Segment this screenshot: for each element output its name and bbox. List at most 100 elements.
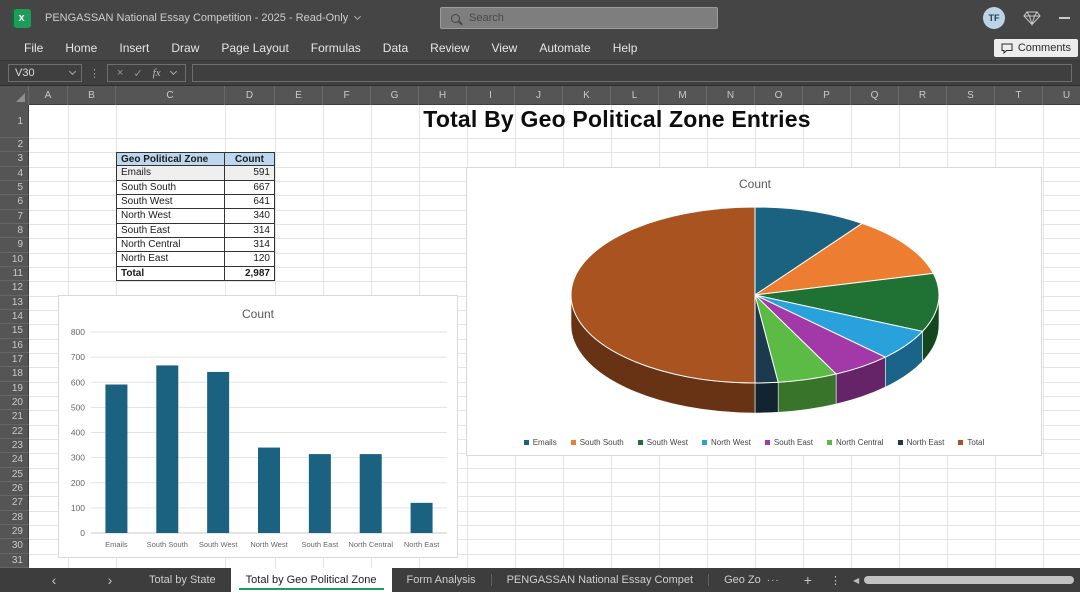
- menu-page-layout[interactable]: Page Layout: [210, 36, 299, 60]
- row-header-10[interactable]: 10: [0, 253, 29, 267]
- row-header-11[interactable]: 11: [0, 267, 29, 281]
- column-header-I[interactable]: I: [467, 86, 515, 105]
- select-all-corner[interactable]: [0, 86, 29, 105]
- table-row-label[interactable]: South East: [116, 224, 225, 238]
- menu-formulas[interactable]: Formulas: [300, 36, 372, 60]
- row-header-31[interactable]: 31: [0, 554, 29, 568]
- minimize-icon[interactable]: [1059, 17, 1070, 19]
- formula-bar-options-icon[interactable]: ⋮: [89, 67, 100, 80]
- row-header-13[interactable]: 13: [0, 296, 29, 310]
- table-row-value[interactable]: 120: [225, 252, 275, 266]
- table-row-value[interactable]: 340: [225, 209, 275, 223]
- chevron-down-icon[interactable]: [354, 13, 361, 20]
- sheet-tab-total-by-geo-political-zone[interactable]: Total by Geo Political Zone: [231, 568, 392, 592]
- scrollbar-left-arrow[interactable]: ◀: [850, 576, 862, 585]
- row-header-23[interactable]: 23: [0, 439, 29, 453]
- row-header-2[interactable]: 2: [0, 138, 29, 152]
- sheet-tab-form-analysis[interactable]: Form Analysis: [392, 568, 491, 592]
- row-header-15[interactable]: 15: [0, 324, 29, 338]
- enter-icon[interactable]: ✓: [133, 67, 142, 80]
- column-header-F[interactable]: F: [323, 86, 371, 105]
- column-header-G[interactable]: G: [371, 86, 419, 105]
- column-header-C[interactable]: C: [116, 86, 225, 105]
- column-header-E[interactable]: E: [275, 86, 323, 105]
- table-total-value[interactable]: 2,987: [225, 267, 275, 281]
- sheet-tab-geo-zo[interactable]: Geo Zo···: [709, 568, 795, 592]
- menu-data[interactable]: Data: [372, 36, 419, 60]
- row-header-7[interactable]: 7: [0, 210, 29, 224]
- comments-button[interactable]: Comments: [994, 39, 1078, 57]
- tab-overflow-icon[interactable]: ···: [767, 575, 780, 586]
- column-header-K[interactable]: K: [563, 86, 611, 105]
- column-header-B[interactable]: B: [68, 86, 116, 105]
- menu-help[interactable]: Help: [602, 36, 649, 60]
- menu-draw[interactable]: Draw: [160, 36, 210, 60]
- table-row-value[interactable]: 314: [225, 224, 275, 238]
- row-header-1[interactable]: 1: [0, 105, 29, 138]
- row-header-4[interactable]: 4: [0, 167, 29, 181]
- column-headers[interactable]: ABCDEFGHIJKLMNOPQRSTU: [0, 86, 1080, 105]
- sheet-tab-total-by-state[interactable]: Total by State: [134, 568, 231, 592]
- menu-home[interactable]: Home: [54, 36, 108, 60]
- column-header-N[interactable]: N: [707, 86, 755, 105]
- add-sheet-button[interactable]: +: [795, 572, 821, 588]
- table-row-label[interactable]: Emails: [116, 166, 225, 180]
- row-header-27[interactable]: 27: [0, 496, 29, 510]
- table-row-value[interactable]: 314: [225, 238, 275, 252]
- sheet-nav-prev[interactable]: ‹: [44, 572, 64, 588]
- pie-chart[interactable]: CountEmailsSouth SouthSouth WestNorth We…: [466, 167, 1042, 456]
- sheet-options-icon[interactable]: ⋮: [821, 574, 850, 587]
- row-header-12[interactable]: 12: [0, 281, 29, 295]
- worksheet[interactable]: ABCDEFGHIJKLMNOPQRSTU 123456789101112131…: [0, 86, 1080, 568]
- bar-chart[interactable]: Count0100200300400500600700800EmailsSout…: [58, 295, 458, 558]
- cancel-icon[interactable]: ×: [117, 67, 123, 79]
- search-input[interactable]: Search: [440, 7, 718, 29]
- table-row-value[interactable]: 591: [225, 166, 275, 180]
- column-header-A[interactable]: A: [29, 86, 68, 105]
- table-row-label[interactable]: North West: [116, 209, 225, 223]
- row-header-19[interactable]: 19: [0, 382, 29, 396]
- column-header-J[interactable]: J: [515, 86, 563, 105]
- row-header-6[interactable]: 6: [0, 195, 29, 209]
- gem-icon[interactable]: [1023, 10, 1041, 26]
- table-header-zone[interactable]: Geo Political Zone: [116, 152, 225, 166]
- sheet-tab-pengassan-national-essay-compet[interactable]: PENGASSAN National Essay Compet: [492, 568, 708, 592]
- column-header-T[interactable]: T: [995, 86, 1043, 105]
- row-header-14[interactable]: 14: [0, 310, 29, 324]
- table-header-count[interactable]: Count: [225, 152, 275, 166]
- row-header-26[interactable]: 26: [0, 482, 29, 496]
- menu-automate[interactable]: Automate: [528, 36, 601, 60]
- row-header-24[interactable]: 24: [0, 453, 29, 467]
- row-header-29[interactable]: 29: [0, 525, 29, 539]
- menu-view[interactable]: View: [481, 36, 529, 60]
- column-header-S[interactable]: S: [947, 86, 995, 105]
- menu-file[interactable]: File: [13, 36, 54, 60]
- row-headers[interactable]: 1234567891011121314151617181920212223242…: [0, 105, 29, 568]
- row-header-17[interactable]: 17: [0, 353, 29, 367]
- row-header-30[interactable]: 30: [0, 539, 29, 553]
- user-avatar[interactable]: TF: [983, 7, 1005, 29]
- table-row-value[interactable]: 641: [225, 195, 275, 209]
- row-header-16[interactable]: 16: [0, 339, 29, 353]
- sheet-nav-next[interactable]: ›: [100, 572, 120, 588]
- table-row-label[interactable]: North Central: [116, 238, 225, 252]
- column-header-P[interactable]: P: [803, 86, 851, 105]
- row-header-21[interactable]: 21: [0, 410, 29, 424]
- table-row-label[interactable]: South West: [116, 195, 225, 209]
- column-header-D[interactable]: D: [225, 86, 275, 105]
- row-header-18[interactable]: 18: [0, 367, 29, 381]
- row-header-20[interactable]: 20: [0, 396, 29, 410]
- table-row-label[interactable]: South South: [116, 181, 225, 195]
- column-header-H[interactable]: H: [419, 86, 467, 105]
- zone-count-table[interactable]: Geo Political ZoneCountEmails591South So…: [116, 152, 275, 281]
- column-header-L[interactable]: L: [611, 86, 659, 105]
- insert-function-icon[interactable]: fx: [153, 67, 161, 79]
- row-header-28[interactable]: 28: [0, 511, 29, 525]
- column-header-U[interactable]: U: [1043, 86, 1080, 105]
- column-header-M[interactable]: M: [659, 86, 707, 105]
- row-header-5[interactable]: 5: [0, 181, 29, 195]
- table-row-value[interactable]: 667: [225, 181, 275, 195]
- row-header-22[interactable]: 22: [0, 425, 29, 439]
- column-header-R[interactable]: R: [899, 86, 947, 105]
- row-header-3[interactable]: 3: [0, 152, 29, 166]
